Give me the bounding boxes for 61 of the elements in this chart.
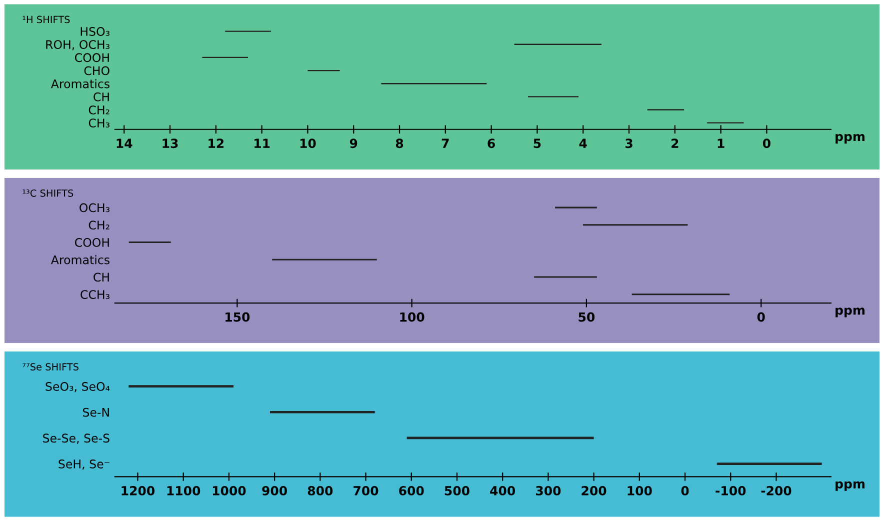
category-label: HSO₃: [80, 27, 110, 36]
category-label: CHO: [84, 66, 110, 76]
x-tick-label: 5: [534, 138, 541, 148]
chart-title: ¹H SHIFTS: [22, 16, 70, 24]
chart-title: ¹³C SHIFTS: [22, 189, 74, 197]
x-tick-label: 600: [399, 486, 424, 496]
category-label: OCH₃: [80, 203, 110, 212]
x-tick-label: 9: [350, 138, 358, 148]
category-label: SeO₃, SeO₄: [46, 382, 110, 392]
x-tick-label: 11: [254, 138, 270, 148]
bar: [128, 385, 234, 388]
x-tick-label: 150: [226, 312, 250, 322]
category-label: Se-N: [82, 408, 109, 417]
x-axis-title: ppm: [836, 481, 864, 491]
category-label: Aromatics: [50, 79, 110, 88]
x-tick-label: 8: [396, 138, 404, 148]
x-tick-label: 0: [681, 486, 689, 496]
x-tick-label: 1100: [167, 486, 200, 496]
x-tick-label: 13: [162, 138, 178, 148]
x-tick-label: 1000: [212, 486, 246, 496]
x-tick-label: 14: [116, 138, 132, 148]
x-tick-label: 10: [300, 138, 316, 148]
x-tick-label: 4: [579, 138, 587, 148]
x-tick-label: 1: [718, 138, 724, 148]
bar: [716, 462, 822, 465]
x-tick-label: -100: [716, 486, 746, 496]
x-tick-label: 700: [354, 486, 378, 496]
category-label: CH₃: [88, 118, 110, 128]
x-tick-label: 300: [536, 486, 561, 496]
x-tick-label: 50: [578, 312, 595, 322]
category-label: CH: [94, 92, 109, 102]
category-label: ROH, OCH₃: [46, 40, 110, 50]
x-tick-label: 100: [628, 486, 652, 496]
category-label: Aromatics: [50, 255, 110, 264]
x-axis-title: ppm: [836, 308, 864, 318]
category-label: SeH, Se⁻: [58, 460, 110, 470]
x-tick-label: 200: [582, 486, 606, 496]
x-tick-label: 6: [488, 138, 495, 148]
x-tick-label: 500: [444, 486, 470, 496]
x-tick-label: 400: [490, 486, 516, 496]
x-tick-label: -200: [761, 486, 792, 496]
x-tick-label: 0: [762, 138, 770, 148]
category-label: CCH₃: [80, 290, 110, 300]
category-label: COOH: [75, 53, 109, 62]
category-label: CH₂: [88, 220, 110, 230]
x-tick-label: 1200: [122, 486, 155, 496]
category-label: CH₂: [88, 105, 110, 114]
x-tick-label: 2: [672, 138, 678, 148]
category-label: Se-Se, Se-S: [43, 434, 110, 444]
x-tick-label: 12: [208, 138, 224, 148]
category-label: COOH: [75, 238, 109, 247]
x-tick-label: 7: [442, 138, 449, 148]
x-tick-label: 100: [400, 312, 424, 322]
x-tick-label: 900: [262, 486, 287, 496]
chart-title: ⁷⁷Se SHIFTS: [22, 363, 78, 370]
x-axis-title: ppm: [836, 134, 864, 144]
bar: [270, 410, 375, 414]
x-tick-label: 800: [308, 486, 333, 496]
category-label: CH: [94, 272, 109, 282]
x-tick-label: 0: [757, 312, 765, 322]
x-tick-label: 3: [625, 138, 632, 148]
